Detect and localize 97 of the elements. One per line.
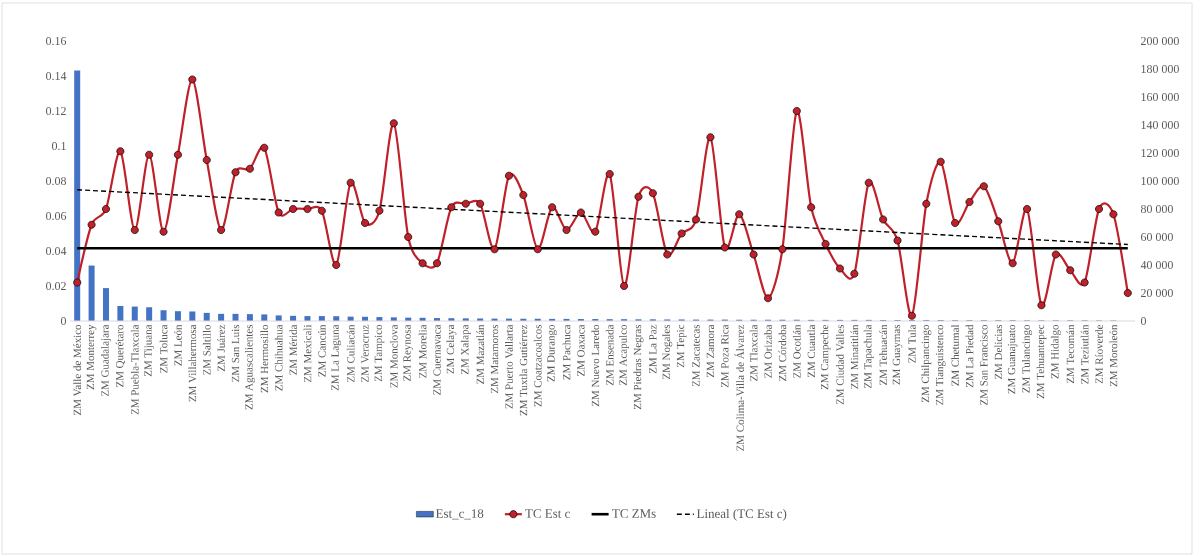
x-tick-label: ZM Hermosillo (260, 324, 269, 393)
x-tick-label: ZM Ríoverde (1095, 324, 1103, 384)
y2-tick-label: 100 000 (1141, 176, 1179, 186)
x-tick-label: ZM León (174, 324, 182, 366)
x-tick-label: ZM Campeche (820, 324, 831, 390)
x-tick-label: ZM Guadalajara (101, 324, 111, 397)
x-tick-label: ZM Ciudad Valles (836, 324, 844, 405)
x-tick-label: ZM San Luis (231, 324, 240, 382)
x-tick-label: ZM Cancún (318, 324, 326, 377)
x-tick-label: ZM Tianguistenco (935, 324, 946, 405)
x-tick-label: ZM Durango (547, 324, 557, 382)
y2-tick-label: 120 000 (1141, 148, 1179, 158)
y2-tick-label: 200 000 (1141, 36, 1179, 46)
x-tick-label: ZM Tepic (676, 324, 687, 368)
y-tick-label: 0.04 (46, 246, 67, 256)
x-tick-label: ZM Ensenada (605, 324, 614, 386)
x-tick-label: ZM La Paz (649, 324, 657, 374)
x-tick-label: ZM Córdoba (778, 324, 787, 381)
x-tick-label: ZM Tlaxcala (749, 324, 758, 381)
y2-tick-label: 40 000 (1140, 260, 1173, 270)
x-tick-label: ZM Monterrey (86, 324, 97, 390)
legend-label: Lineal (TC Est c) (696, 508, 787, 521)
y-tick-label: 0.1 (51, 141, 66, 151)
x-tick-label: ZM Tulancingo (1022, 324, 1033, 393)
x-tick-label: ZM Nuevo Laredo (591, 324, 600, 407)
x-tick-label: ZM Saltillo (202, 324, 211, 375)
y2-tick-label: 80 000 (1140, 204, 1173, 214)
x-tick-label: ZM Zamora (706, 324, 715, 378)
legend-label: TC ZMs (612, 509, 656, 518)
y2-tick-label: 60 000 (1141, 232, 1173, 242)
y-tick-label: 0.06 (46, 211, 67, 221)
y-tick-label: 0.08 (46, 176, 67, 186)
x-tick-label: ZM Juárez (217, 324, 225, 372)
x-tick-label: ZM Coatzacoalcos (533, 324, 542, 407)
x-tick-label: ZM Guaymas (892, 324, 903, 385)
x-tick-label: ZM Toluca (159, 324, 168, 373)
x-tick-label: ZM Hidalgo (1050, 324, 1061, 379)
x-tick-label: ZM Ocotlán (792, 324, 801, 378)
x-tick-label: ZM Tampico (374, 324, 385, 382)
y-tick-label: 0 (60, 316, 67, 326)
x-tick-label: ZM Puerto Vallarta (505, 324, 513, 409)
x-tick-label: ZM Chihuahua (274, 324, 283, 391)
x-tick-label: ZM Tijuana (144, 324, 154, 377)
x-tick-label: ZM Mazatlán (476, 324, 485, 384)
x-tick-label: ZM San Francisco (980, 324, 988, 405)
x-tick-label: ZM Culiacán (346, 324, 355, 383)
x-tick-label: ZM Mérida (289, 324, 297, 375)
x-tick-label: ZM Guanajuato (1007, 324, 1018, 394)
x-tick-label: ZM Chilpancingo (921, 324, 932, 403)
x-tick-label: ZM Minatitlán (850, 324, 859, 389)
x-tick-label: ZM Querétaro (115, 324, 126, 387)
legend-label: Est_c_18 (435, 509, 484, 520)
x-tick-label: ZM Chetumal (951, 324, 959, 386)
x-tick-label: ZM Teziutlán (1080, 324, 1089, 384)
y-tick-label: 0.14 (46, 71, 67, 81)
y-tick-label: 0.12 (46, 106, 66, 116)
x-tick-label: ZM Veracruz (361, 324, 369, 383)
y2-tick-label: 160 000 (1141, 92, 1179, 102)
y2-tick-label: 180 000 (1141, 64, 1179, 74)
x-tick-label: ZM Delicias (994, 324, 1003, 380)
x-tick-label: ZM Piedras Negras (633, 324, 644, 410)
x-tick-label: ZM Xalapa (460, 324, 471, 375)
x-tick-label: ZM Pachuca (562, 324, 571, 380)
x-tick-label: ZM Oaxaca (577, 324, 585, 377)
x-tick-label: ZM Aguascalientes (244, 324, 255, 410)
x-tick-label: ZM Acapulco (619, 324, 630, 386)
x-tick-label: ZM Tecomán (1066, 324, 1075, 384)
x-tick-label: ZM Moroleón (1109, 324, 1118, 387)
y2-tick-label: 0 (1140, 316, 1147, 326)
x-tick-label: ZM Orizaba (764, 324, 772, 378)
x-tick-label: ZM Morelia (418, 324, 427, 378)
x-tick-label: ZM Mexicali (303, 324, 312, 383)
x-tick-label: ZM Tula (908, 324, 916, 363)
x-tick-label: ZM Tuxtla Gutiérrez (519, 324, 528, 416)
x-tick-label: ZM Celaya (446, 324, 457, 374)
y2-tick-label: 140 000 (1141, 120, 1179, 130)
x-tick-label: ZM Nogales (662, 324, 673, 380)
x-tick-label: ZM Villahermosa (188, 324, 197, 402)
x-tick-label: ZM Zacatecas (692, 324, 700, 387)
x-tick-label: ZM Poza Rica (721, 324, 729, 388)
y-tick-label: 0.02 (46, 281, 66, 291)
y-tick-label: 0.16 (46, 36, 67, 46)
y2-tick-label: 20 000 (1141, 288, 1173, 298)
x-tick-label: ZM Tehuantepec (1036, 324, 1047, 399)
x-tick-label: ZM Monclova (389, 324, 398, 388)
x-tick-label: ZM La Laguna (331, 324, 342, 391)
x-tick-label: ZM Valle de México (73, 324, 82, 415)
x-tick-label: ZM Tapachula (863, 324, 874, 389)
x-tick-label: ZM Tehuacán (879, 324, 887, 385)
x-tick-label: ZM Puebla-Tlaxcala (130, 324, 139, 415)
legend-label: TC Est c (525, 509, 570, 518)
x-tick-label: ZM Cuernavaca (433, 324, 441, 395)
x-tick-label: ZM Colima-Villa de Álvarez (734, 324, 745, 451)
x-tick-label: ZM Cuautla (807, 324, 816, 378)
x-tick-label: ZM La Piedad (965, 324, 974, 388)
x-tick-label: ZM Matamoros (490, 324, 499, 394)
x-tick-label: ZM Reynosa (403, 324, 413, 381)
